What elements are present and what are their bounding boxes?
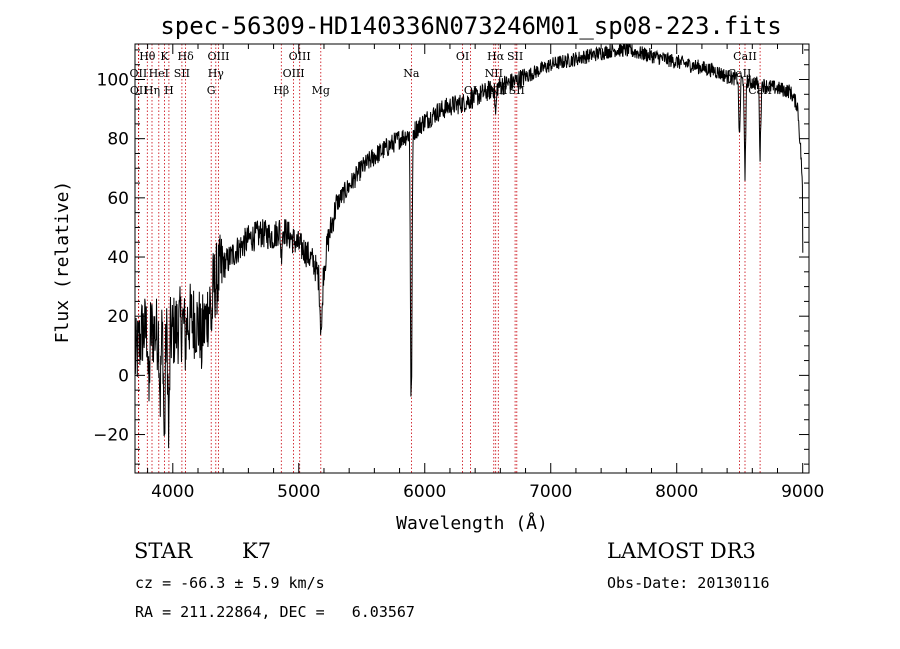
spectral-line-label: NII [485, 67, 503, 80]
spectral-line-label: Hθ [139, 50, 156, 63]
y-axis-label: Flux (relative) [52, 181, 73, 344]
x-tick-label: 9000 [781, 482, 824, 502]
plot-frame [134, 43, 810, 474]
spectral-line-label: Mg [312, 84, 330, 97]
coordinates: RA = 211.22864, DEC = 6.03567 [135, 603, 415, 621]
spectral-line-label: K [160, 50, 169, 63]
spectral-line-label: OII [130, 84, 148, 97]
chart-title: spec-56309-HD140336N073246M01_sp08-223.f… [160, 12, 781, 40]
object-class: STAR [134, 539, 193, 563]
survey-name: LAMOST DR3 [607, 539, 756, 563]
x-tick-label: 4000 [151, 482, 194, 502]
redshift-velocity: cz = -66.3 ± 5.9 km/s [135, 574, 325, 592]
spectral-line-label: OI [456, 50, 469, 63]
y-tick-label: −20 [93, 426, 129, 446]
y-tick-label: 60 [107, 189, 129, 209]
spectral-line-label: Hδ [177, 50, 194, 63]
spectral-line-label: SII [507, 50, 523, 63]
y-tick-label: 0 [118, 366, 129, 386]
x-tick-label: 5000 [277, 482, 320, 502]
x-tick-label: 7000 [529, 482, 572, 502]
x-tick-label: 8000 [655, 482, 698, 502]
y-tick-label: 80 [107, 130, 129, 150]
x-tick-label: 6000 [403, 482, 446, 502]
spectral-line-label: HeI [149, 67, 169, 80]
x-axis-label: Wavelength (Å) [396, 512, 548, 534]
spectrum-series-line [134, 43, 804, 449]
spectral-line-label: OIII [207, 50, 229, 63]
spectral-line-label: OIII [289, 50, 311, 63]
y-tick-label: 20 [107, 307, 129, 327]
observation-date: Obs-Date: 20130116 [607, 574, 770, 592]
y-tick-label: 100 [97, 71, 129, 91]
spectral-line-label: Na [403, 67, 420, 80]
spectral-line-label: Hγ [208, 67, 225, 80]
spectral-line-label: OIII [283, 67, 305, 80]
y-axis-ticks: −20 0 20 40 60 80 100 [93, 49, 809, 465]
x-axis-ticks: 4000 5000 6000 7000 8000 9000 [147, 44, 824, 502]
spectral-line-label: Hη [144, 84, 160, 97]
spectral-line-label: OII [130, 67, 148, 80]
spectral-line-label: Hβ [273, 84, 289, 97]
spectral-line-label: H [164, 84, 174, 97]
object-subclass: K7 [242, 539, 272, 563]
spectral-line-label: Hα [487, 50, 505, 63]
spectral-line-label: CaII [733, 50, 757, 63]
spectral-line-label: G [207, 84, 216, 97]
spectral-line-label: SII [174, 67, 190, 80]
y-tick-label: 40 [107, 248, 129, 268]
